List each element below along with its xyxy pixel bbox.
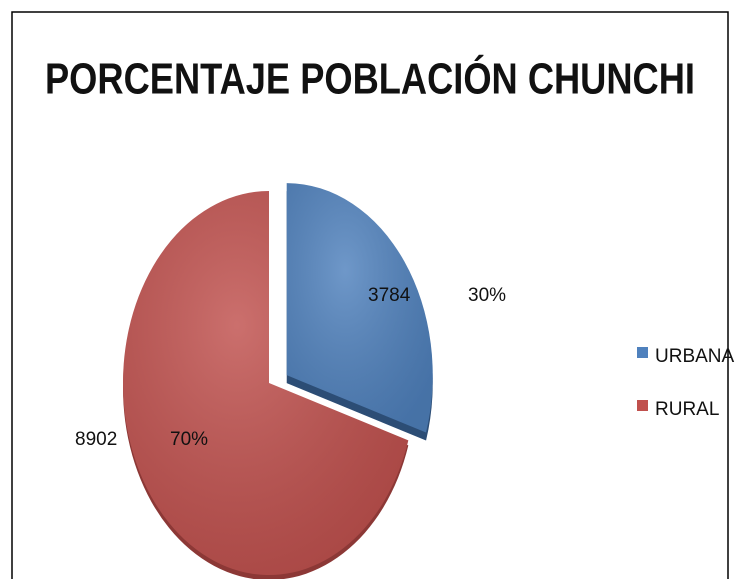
value-label: 8902 [75,429,117,450]
percent-label: 30% [468,285,506,306]
percent-label: 70% [170,429,208,450]
value-label: 3784 [368,285,411,306]
legend-swatch [637,400,648,411]
slice-shade [286,183,433,433]
chart-title: PORCENTAJE POBLACIÓN CHUNCHI [45,54,695,104]
legend-label: RURAL [655,399,719,420]
legend-label: URBANA [655,346,735,367]
slice-shade [122,191,409,575]
legend-swatch [637,347,648,358]
